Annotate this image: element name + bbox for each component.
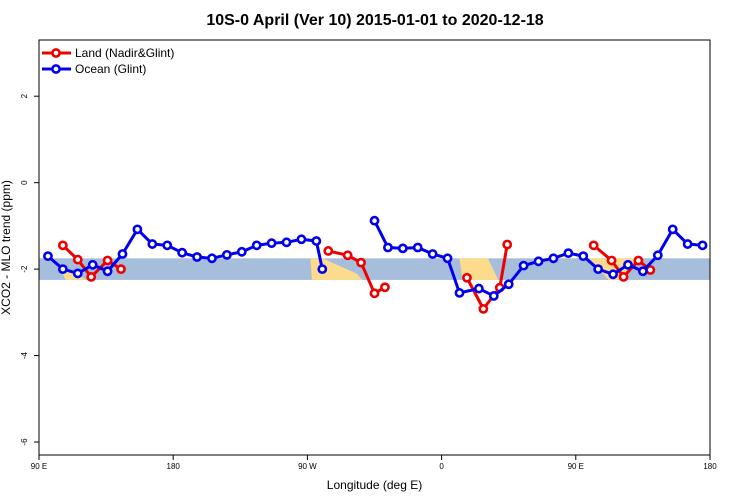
y-tick-label: -4 <box>20 351 29 359</box>
data-point <box>548 253 559 264</box>
data-point <box>296 234 307 245</box>
x-axis-label: Longitude (deg E) <box>327 478 422 492</box>
x-tick-label: 0 <box>439 462 444 471</box>
x-tick-label: 90 E <box>568 462 584 471</box>
data-point <box>281 237 292 248</box>
data-point <box>87 259 98 270</box>
data-point <box>667 224 678 235</box>
data-point <box>192 252 202 262</box>
data-point <box>638 266 648 277</box>
data-point <box>462 272 472 283</box>
y-tick-label: -6 <box>20 438 29 446</box>
data-point <box>57 264 68 275</box>
data-point <box>473 283 484 294</box>
data-point <box>454 287 465 298</box>
data-point <box>251 240 262 251</box>
data-point <box>266 238 277 249</box>
data-point <box>72 268 83 279</box>
data-point <box>369 215 380 226</box>
data-point <box>221 249 232 260</box>
data-point <box>116 264 126 275</box>
data-point <box>697 240 708 251</box>
legend-entry: Ocean (Glint) <box>75 62 146 76</box>
data-point <box>478 303 489 314</box>
land-patch <box>310 258 363 280</box>
data-point <box>72 254 83 265</box>
data-point <box>682 239 693 249</box>
series-lines <box>43 215 708 314</box>
data-point <box>177 247 188 258</box>
data-point <box>652 250 663 261</box>
x-tick-label: 90 E <box>31 462 47 471</box>
data-point <box>380 282 390 293</box>
x-tick-label: 90 W <box>298 462 317 471</box>
data-point <box>608 269 618 280</box>
data-point <box>563 248 574 259</box>
data-point <box>502 239 513 250</box>
legend-marker <box>51 48 61 58</box>
land-patch <box>46 258 87 280</box>
data-point <box>488 291 499 301</box>
data-point <box>518 260 529 271</box>
data-point <box>57 240 68 251</box>
data-point <box>442 253 453 264</box>
y-tick-label: -2 <box>20 265 29 273</box>
data-point <box>323 246 334 256</box>
data-point <box>412 242 423 253</box>
data-point <box>311 236 322 246</box>
data-point <box>369 288 380 299</box>
data-point <box>383 242 393 253</box>
data-point <box>533 256 544 267</box>
data-point <box>117 249 128 259</box>
data-point <box>43 251 53 262</box>
data-point <box>623 259 633 270</box>
x-tick-label: 180 <box>703 462 717 471</box>
data-point <box>503 279 514 290</box>
data-point <box>578 251 589 262</box>
y-axis-label: XCO2 - MLO trend (ppm) <box>0 180 13 315</box>
data-point <box>427 249 438 259</box>
data-point <box>593 264 604 275</box>
data-point <box>102 255 113 266</box>
y-tick-label: 0 <box>20 180 29 185</box>
data-point <box>132 224 143 235</box>
legend-entry: Land (Nadir&Glint) <box>75 46 174 60</box>
x-tick-label: 180 <box>167 462 181 471</box>
axes: 90 E 180 90 W 0 90 E 180 2 0 -2 -4 -6 <box>20 93 717 471</box>
data-point <box>317 264 328 275</box>
data-point <box>162 240 173 251</box>
legend: Land (Nadir&Glint) Ocean (Glint) <box>42 46 174 76</box>
data-point <box>342 250 353 261</box>
data-point <box>86 271 97 282</box>
y-tick-label: 2 <box>20 93 29 98</box>
data-point <box>207 253 217 264</box>
data-point <box>102 266 113 277</box>
data-point <box>633 255 644 266</box>
data-point <box>397 243 408 254</box>
chart-title: 10S-0 April (Ver 10) 2015-01-01 to 2020-… <box>206 12 543 29</box>
data-point <box>618 271 629 282</box>
data-point <box>147 239 158 249</box>
data-point <box>606 255 617 266</box>
data-point <box>356 257 366 268</box>
data-point <box>236 246 247 257</box>
data-point <box>588 240 599 251</box>
plot-frame <box>38 39 711 456</box>
legend-marker <box>51 64 61 74</box>
